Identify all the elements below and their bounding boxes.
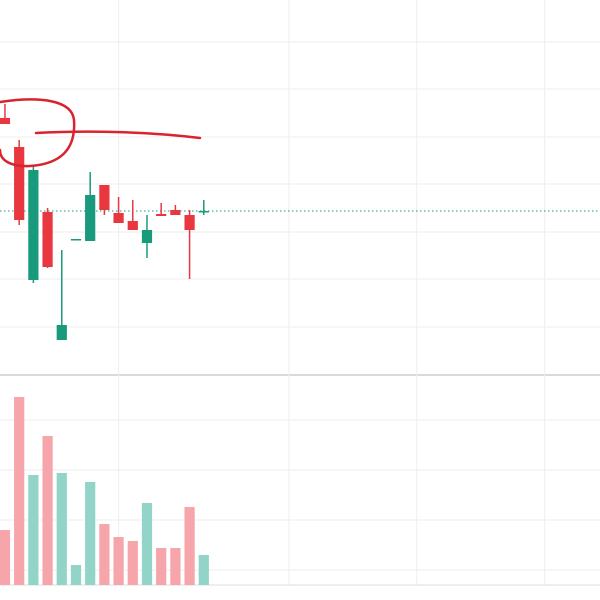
candle-body [184, 215, 195, 230]
volume-bar [156, 548, 167, 585]
candle-body [14, 147, 25, 220]
candle-body [141, 230, 153, 243]
volume-bar [127, 541, 138, 585]
volume-bar [113, 537, 124, 585]
volume-bar [85, 482, 96, 585]
candle-body [85, 195, 96, 241]
volume-bar [56, 473, 67, 585]
volume-bar [198, 555, 209, 585]
volume-bar [0, 530, 11, 585]
volume-bar [28, 475, 39, 585]
candle-body [0, 118, 11, 124]
candle-body [156, 214, 167, 216]
candle-body [28, 170, 39, 280]
volume-bar [170, 548, 181, 585]
candle-body [127, 221, 138, 230]
candle-body [42, 212, 53, 267]
volume-bar [42, 436, 53, 585]
candle-body [70, 239, 82, 241]
annotation-line [34, 130, 202, 140]
candle-body [99, 185, 110, 210]
hand-annotation [0, 98, 202, 168]
candle-body [170, 210, 181, 215]
volume-bar [14, 397, 25, 585]
candle-body [198, 211, 209, 213]
volume-bar [99, 524, 110, 585]
volume-bar [184, 507, 195, 585]
volume-bar [141, 503, 153, 585]
volume-bar [70, 565, 82, 585]
marks [0, 104, 600, 585]
annotation-circle [0, 98, 76, 168]
candle-body [113, 213, 124, 223]
candle-body [56, 325, 67, 340]
